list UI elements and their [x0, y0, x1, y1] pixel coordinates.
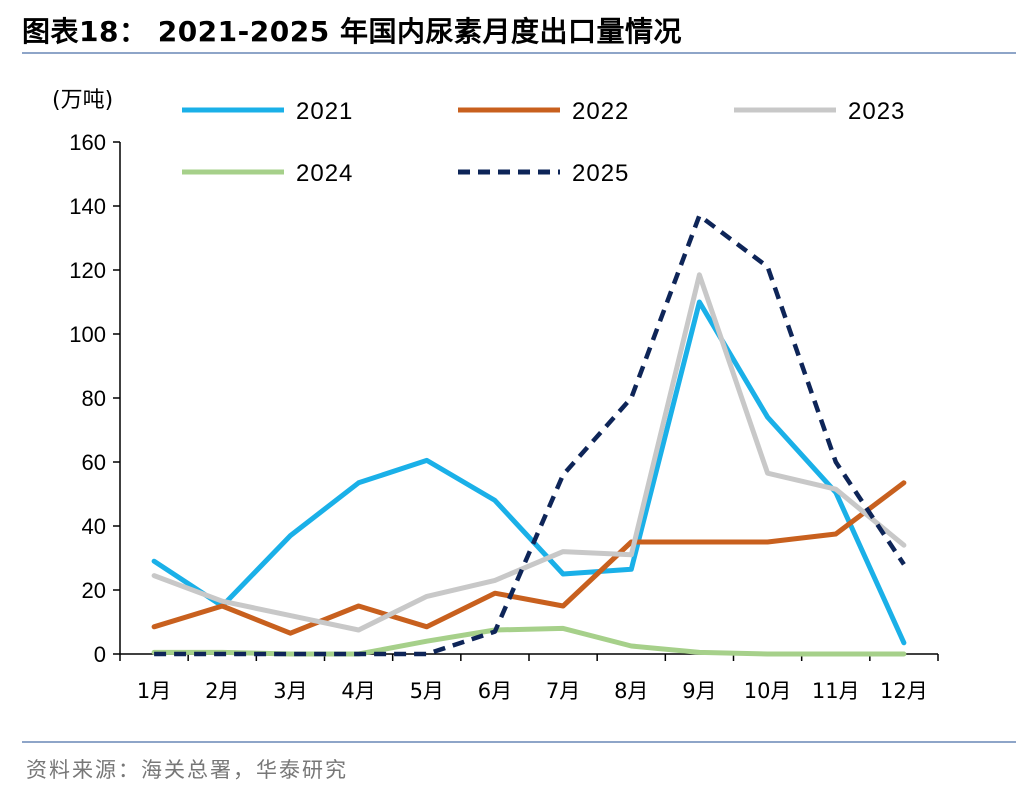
series-line-2025 — [154, 213, 906, 657]
y-tick-label: 20 — [82, 578, 106, 603]
title-divider — [22, 52, 1016, 54]
y-tick-label: 160 — [69, 130, 106, 155]
x-tick-label: 4月 — [341, 679, 375, 703]
x-tick-label: 1月 — [137, 679, 171, 703]
x-tick-label: 12月 — [880, 679, 928, 703]
legend-label-2022: 2022 — [572, 98, 629, 125]
y-tick-label: 120 — [69, 258, 106, 283]
y-axis-unit-label: (万吨) — [52, 88, 113, 113]
series-line-2023 — [151, 272, 907, 633]
x-tick-label: 6月 — [478, 679, 512, 703]
series-line-2024 — [151, 625, 907, 657]
y-tick-label: 60 — [82, 450, 106, 475]
series-line-2021 — [151, 299, 907, 646]
x-tick-label: 9月 — [682, 679, 716, 703]
y-tick-label: 0 — [94, 642, 106, 667]
legend-label-2021: 2021 — [296, 98, 353, 125]
x-tick-label: 7月 — [546, 679, 580, 703]
x-tick-label: 3月 — [273, 679, 307, 703]
legend-label-2025: 2025 — [572, 160, 629, 187]
legend-label-2024: 2024 — [296, 160, 353, 187]
x-tick-label: 5月 — [410, 679, 444, 703]
y-tick-label: 40 — [82, 514, 106, 539]
axes: 0 20 40 60 80 100 120 140 160 1月 2月 3月 4月 5月 6月 7月 8月 9月 1… — [69, 130, 939, 703]
x-tick-label: 8月 — [614, 679, 648, 703]
x-tick-label: 10月 — [744, 679, 792, 703]
y-tick-label: 100 — [69, 322, 106, 347]
legend-label-2023: 2023 — [848, 98, 905, 125]
y-tick-label: 140 — [69, 194, 106, 219]
source-note: 资料来源：海关总署，华泰研究 — [26, 758, 348, 782]
series-line-2022 — [151, 480, 907, 636]
x-tick-label: 2月 — [205, 679, 239, 703]
y-tick-label: 80 — [82, 386, 106, 411]
source-divider — [22, 741, 1016, 743]
series-lines — [151, 213, 907, 657]
x-tick-label: 11月 — [812, 679, 860, 703]
chart-title: 图表18： 2021-2025 年国内尿素月度出口量情况 — [22, 15, 682, 48]
legend: 2021 2022 2023 2024 2025 — [182, 98, 905, 187]
